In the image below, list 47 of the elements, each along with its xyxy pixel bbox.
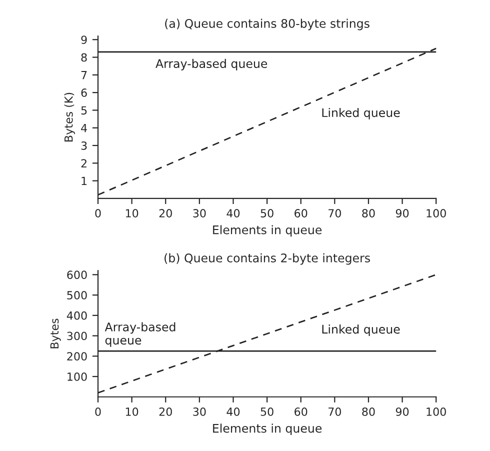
series-label: Linked queue (322, 108, 400, 120)
y-tick-label: 100 (68, 372, 87, 381)
x-tick-label: 80 (362, 407, 375, 416)
x-tick-label: 50 (260, 209, 274, 218)
x-tick-label: 10 (126, 209, 138, 218)
x-tick-label: 60 (294, 209, 308, 218)
x-tick-label: 20 (159, 407, 172, 416)
x-tick-label: 100 (426, 209, 446, 218)
x-tick-label: 10 (126, 407, 138, 416)
chart-title: (a) Queue contains 80-byte strings (165, 18, 370, 30)
y-tick-label: 9 (81, 36, 87, 44)
y-tick-label: 400 (66, 311, 87, 320)
x-tick-label: 30 (193, 209, 206, 218)
y-tick-label: 7 (81, 71, 87, 80)
x-tick-label: 0 (95, 407, 101, 416)
y-tick-label: 500 (67, 291, 87, 300)
y-tick-label: 3 (81, 141, 87, 150)
y-tick-label: 300 (67, 332, 87, 340)
y-tick-label: 200 (67, 352, 87, 361)
ref-line-label: Array-based queue (156, 58, 268, 70)
ref-line-label: Array-based queue (104, 322, 176, 347)
y-axis-title: Bytes (50, 318, 61, 348)
x-tick-label: 90 (396, 209, 409, 218)
x-tick-label: 90 (396, 407, 409, 416)
x-tick-label: 50 (260, 407, 274, 416)
x-tick-label: 20 (159, 209, 172, 218)
x-tick-label: 0 (95, 209, 101, 218)
y-axis-title: Bytes (K) (64, 92, 75, 142)
x-tick-label: 70 (328, 209, 341, 218)
y-tick-label: 8 (81, 53, 87, 62)
y-tick-label: 5 (81, 106, 87, 115)
y-tick-label: 600 (67, 270, 87, 280)
y-tick-label: 6 (81, 88, 87, 97)
y-tick-label: 2 (81, 159, 86, 168)
x-axis-title: Elements in queue (213, 424, 322, 436)
x-tick-label: 60 (294, 407, 308, 416)
x-tick-label: 100 (426, 407, 446, 416)
series-label: Linked queue (322, 324, 400, 336)
chart-title: (b) Queue contains 2-byte integers (164, 253, 370, 265)
y-tick-label: 4 (81, 124, 87, 132)
x-tick-label: 70 (328, 407, 341, 416)
x-tick-label: 80 (362, 209, 375, 218)
x-axis-title: Elements in queue (213, 225, 322, 237)
x-tick-label: 40 (226, 407, 240, 416)
y-tick-label: 1 (82, 176, 87, 186)
x-tick-label: 40 (226, 209, 240, 218)
x-tick-label: 30 (193, 407, 206, 416)
